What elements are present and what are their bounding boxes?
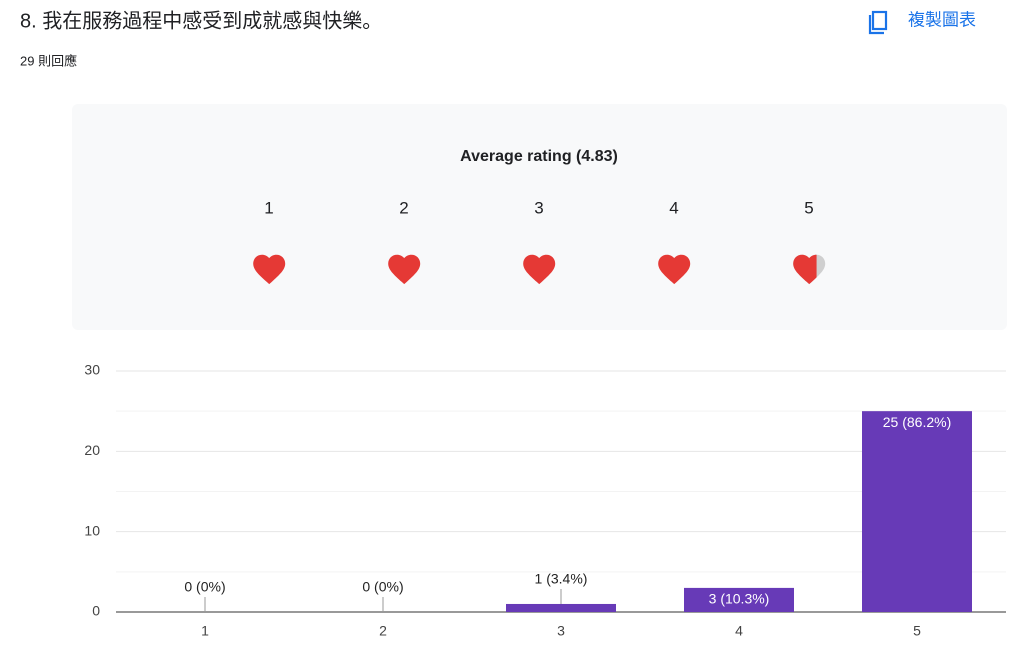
copy-chart-button[interactable]: 複製圖表	[868, 10, 976, 35]
question-title: 8. 我在服務過程中感受到成就感與快樂。	[20, 9, 382, 32]
x-tick-label: 3	[557, 623, 565, 639]
y-tick-label: 20	[84, 442, 100, 458]
copy-icon	[868, 15, 884, 35]
rating-scale-label: 1	[264, 198, 273, 217]
rating-scale-label: 4	[669, 198, 678, 217]
value-label: 0 (0%)	[184, 579, 225, 595]
bar	[506, 603, 616, 612]
x-tick-label: 1	[201, 623, 209, 639]
x-tick-label: 2	[379, 623, 387, 639]
rating-scale-label: 5	[804, 198, 813, 217]
x-tick-label: 5	[913, 623, 921, 639]
x-tick-label: 4	[735, 623, 743, 639]
y-tick-label: 10	[84, 522, 100, 538]
copy-label[interactable]: 複製圖表	[908, 10, 976, 29]
response-count: 29 則回應	[20, 53, 77, 68]
y-tick-label: 30	[84, 362, 100, 378]
bar	[684, 587, 794, 612]
y-tick-label: 0	[92, 603, 100, 619]
value-label: 1 (3.4%)	[535, 571, 588, 587]
copy-icon	[871, 10, 888, 31]
rating-panel	[72, 104, 1007, 330]
rating-scale-label: 3	[534, 198, 543, 217]
bar	[862, 411, 972, 612]
value-label: 3 (10.3%)	[709, 591, 770, 607]
value-label: 25 (86.2%)	[883, 414, 951, 430]
average-rating: Average rating (4.83)	[460, 148, 618, 165]
value-label: 0 (0%)	[362, 579, 403, 595]
rating-scale-label: 2	[399, 198, 408, 217]
